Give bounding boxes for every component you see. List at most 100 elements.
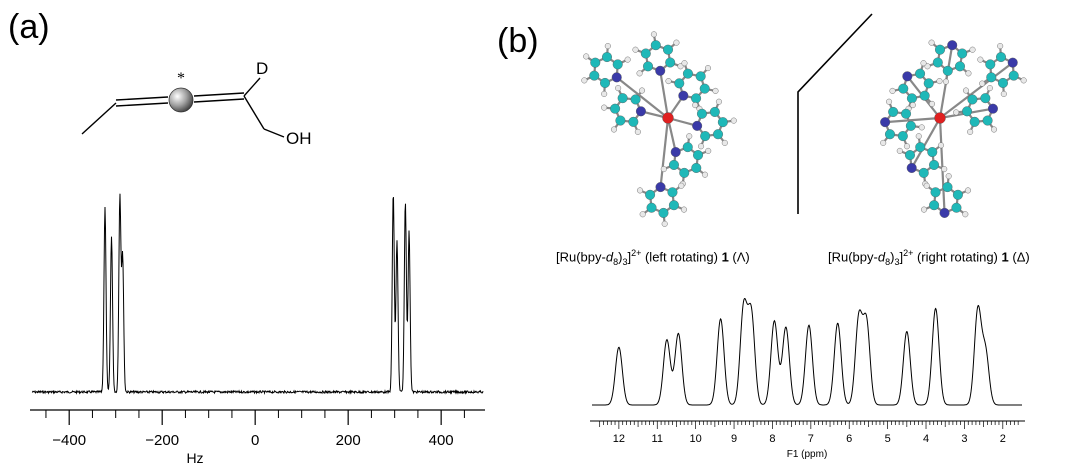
nitrogen-atom <box>678 90 689 101</box>
carbon-atom <box>650 40 661 51</box>
carbon-atom <box>915 142 926 153</box>
carbon-atom <box>695 71 706 82</box>
hydrogen-atom <box>909 102 916 109</box>
carbon-atom <box>980 93 991 104</box>
carbon-atom <box>969 116 980 127</box>
hydrogen-atom <box>962 87 969 94</box>
hydrogen-atom <box>915 133 922 140</box>
chiral-center-sphere <box>168 87 194 113</box>
spectrum-b-tick-label: 8 <box>769 433 775 445</box>
hydrogen-atom <box>979 80 986 87</box>
mirror-plane <box>797 13 873 214</box>
hydrogen-atom <box>636 70 643 77</box>
hydrogen-atom <box>965 70 972 77</box>
spectrum-b-tick-label: 6 <box>846 433 852 445</box>
hydrogen-atom <box>967 128 974 135</box>
carbon-atom <box>682 68 693 79</box>
carbon-atom <box>957 48 968 59</box>
hydrogen-atom <box>673 39 680 46</box>
carbon-atom <box>643 61 654 72</box>
caption-right-complex: [Ru(bpy-d8)3]2+ (right rotating) 1 (Δ) <box>828 248 1030 267</box>
nitrogen-atom <box>939 207 950 218</box>
bond <box>666 117 677 153</box>
spectrum-a: −400 −200 0 200 400 Hz <box>30 193 485 463</box>
hydrogen-atom <box>601 104 608 111</box>
carbon-atom <box>682 142 693 153</box>
hydrogen-atom <box>701 171 708 178</box>
carbon-atom <box>996 52 1007 63</box>
carbon-atom <box>646 202 657 213</box>
nitrogen-atom <box>670 147 681 158</box>
hydrogen-atom <box>601 90 608 97</box>
hydrogen-atom <box>991 126 998 133</box>
spectrum-a-trace <box>31 193 484 396</box>
hydrogen-atom <box>639 211 646 218</box>
hydrogen-atom <box>945 173 952 180</box>
carbon-atom <box>918 167 929 178</box>
bond <box>885 116 941 124</box>
carbon-atom <box>600 77 611 88</box>
nitrogen-atom <box>655 182 666 193</box>
hydrogen-atom <box>634 128 641 135</box>
spectrum-b-tick-label: 7 <box>808 433 814 445</box>
hydrogen-atom <box>941 166 948 173</box>
carbon-atom <box>699 83 710 94</box>
hydrogen-atom <box>678 182 685 189</box>
carbon-atom <box>610 103 621 114</box>
hydrogen-atom <box>920 60 927 67</box>
spectrum-b-tick-label: 5 <box>885 433 891 445</box>
hydrogen-atom <box>661 220 668 227</box>
hydrogen-atom <box>681 60 688 67</box>
carbon-atom <box>884 129 895 140</box>
carbon-atom <box>935 44 946 55</box>
deuterium-label: D <box>256 59 268 78</box>
carbon-atom <box>962 106 973 117</box>
hydrogen-atom <box>650 31 657 38</box>
carbon-atom <box>898 83 909 94</box>
carbon-atom <box>691 93 702 104</box>
spectrum-b-xlabel: F1 (ppm) <box>787 449 828 460</box>
carbon-atom <box>904 150 915 161</box>
nitrogen-atom <box>987 103 998 114</box>
hydrogen-atom <box>615 85 622 92</box>
bond <box>659 117 670 188</box>
carbon-atom <box>932 57 943 68</box>
hydrogen-atom <box>581 77 588 84</box>
hydrogen-atom <box>583 53 590 60</box>
hydrogen-atom <box>886 98 893 105</box>
hydrogen-atom <box>624 56 631 63</box>
hydrogen-atom <box>942 78 949 85</box>
carbon-atom <box>954 61 965 72</box>
hydrogen-atom <box>924 63 931 70</box>
hydrogen-atom <box>704 65 711 72</box>
carbon-atom <box>942 65 953 76</box>
hydrogen-atom <box>921 206 928 213</box>
hydrogen-atom <box>896 147 903 154</box>
carbon-atom <box>919 90 930 101</box>
carbon-atom <box>888 106 899 117</box>
spectrum-a-tick-label: −400 <box>52 432 86 449</box>
allene-structure: * D OH <box>81 59 312 148</box>
nitrogen-atom <box>611 72 622 83</box>
hydrogen-atom <box>962 211 969 218</box>
spectrum-b-tick-label: 10 <box>690 433 702 445</box>
carbon-atom <box>967 94 978 105</box>
carbon-atom <box>630 94 641 105</box>
carbon-atom <box>985 59 996 70</box>
carbon-atom <box>929 159 940 170</box>
hydrogen-atom <box>889 87 896 94</box>
carbon-atom <box>986 72 997 83</box>
hydrogen-atom <box>928 39 935 46</box>
bond <box>939 61 1014 119</box>
carbon-atom <box>658 207 669 218</box>
spectrum-a-ticks: −400 −200 0 200 400 <box>45 410 465 449</box>
carbon-atom <box>905 120 916 131</box>
carbon-atom <box>717 117 728 128</box>
ru-complex-left-model <box>581 31 737 227</box>
spectrum-a-tick-label: 200 <box>336 432 361 449</box>
carbon-atom <box>696 108 707 119</box>
bond <box>616 76 669 119</box>
hydrogen-atom <box>936 78 943 85</box>
bond <box>910 117 941 169</box>
spectrum-b-tick-label: 4 <box>923 433 929 445</box>
